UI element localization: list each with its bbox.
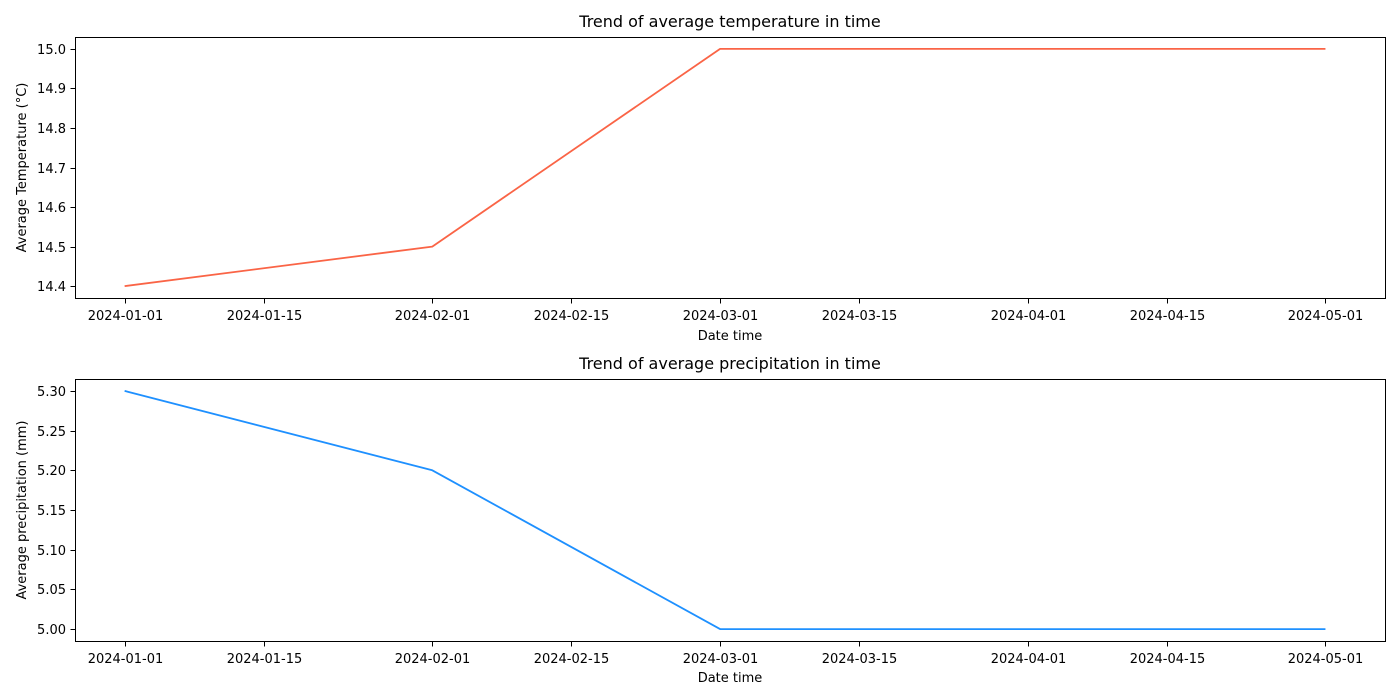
y-tick-label: 5.30 (37, 385, 66, 400)
y-tick-label: 14.9 (37, 82, 66, 97)
y-tick-label: 5.10 (37, 544, 66, 559)
x-tick-label: 2024-03-01 (683, 652, 759, 667)
x-tick-label: 2024-05-01 (1288, 309, 1364, 324)
x-tick-label: 2024-01-01 (88, 652, 164, 667)
series-line (124, 47, 1326, 288)
y-tick-label: 5.25 (37, 425, 66, 440)
y-tick-label: 15.0 (37, 43, 66, 58)
x-tick-label: 2024-03-15 (822, 309, 898, 324)
x-tick-label: 2024-04-01 (991, 309, 1067, 324)
x-tick-label: 2024-02-15 (534, 652, 610, 667)
y-tick-label: 5.20 (37, 464, 66, 479)
y-axis-label: Average Temperature (°C) (15, 83, 30, 253)
y-tick-label: 5.05 (37, 583, 66, 598)
plot-frame (75, 379, 1386, 642)
y-axis-label: Average precipitation (mm) (15, 420, 30, 599)
x-tick-label: 2024-02-01 (395, 652, 471, 667)
x-tick-label: 2024-03-01 (683, 309, 759, 324)
y-tick-label: 14.5 (37, 241, 66, 256)
precipitation-chart: 2024-01-01 2024-01-15 2024-02-01 2024-02-15… (15, 354, 1386, 686)
x-tick-label: 2024-04-15 (1130, 652, 1206, 667)
x-tick-label: 2024-04-01 (991, 652, 1067, 667)
y-tick-label: 14.7 (37, 162, 66, 177)
x-tick-label: 2024-04-15 (1130, 309, 1206, 324)
y-tick-label: 14.4 (37, 280, 66, 295)
x-axis-label: Date time (698, 671, 763, 686)
y-tick-label: 14.8 (37, 122, 66, 137)
plot-frame (75, 37, 1386, 299)
series-line (124, 390, 1326, 630)
chart-title: Trend of average precipitation in time (578, 354, 881, 373)
y-tick-label: 14.6 (37, 201, 66, 216)
x-tick-label: 2024-01-01 (88, 309, 164, 324)
x-tick-label: 2024-02-15 (534, 309, 610, 324)
x-tick-label: 2024-05-01 (1288, 652, 1364, 667)
x-tick-label: 2024-02-01 (395, 309, 471, 324)
temperature-chart: 2024-01-01 2024-01-15 2024-02-01 2024-02-15… (15, 12, 1386, 344)
x-tick-label: 2024-01-15 (227, 309, 303, 324)
y-tick-label: 5.00 (37, 623, 66, 638)
x-tick-label: 2024-01-15 (227, 652, 303, 667)
x-axis-label: Date time (698, 329, 763, 344)
chart-title: Trend of average temperature in time (578, 12, 880, 31)
x-tick-label: 2024-03-15 (822, 652, 898, 667)
y-tick-label: 5.15 (37, 504, 66, 519)
